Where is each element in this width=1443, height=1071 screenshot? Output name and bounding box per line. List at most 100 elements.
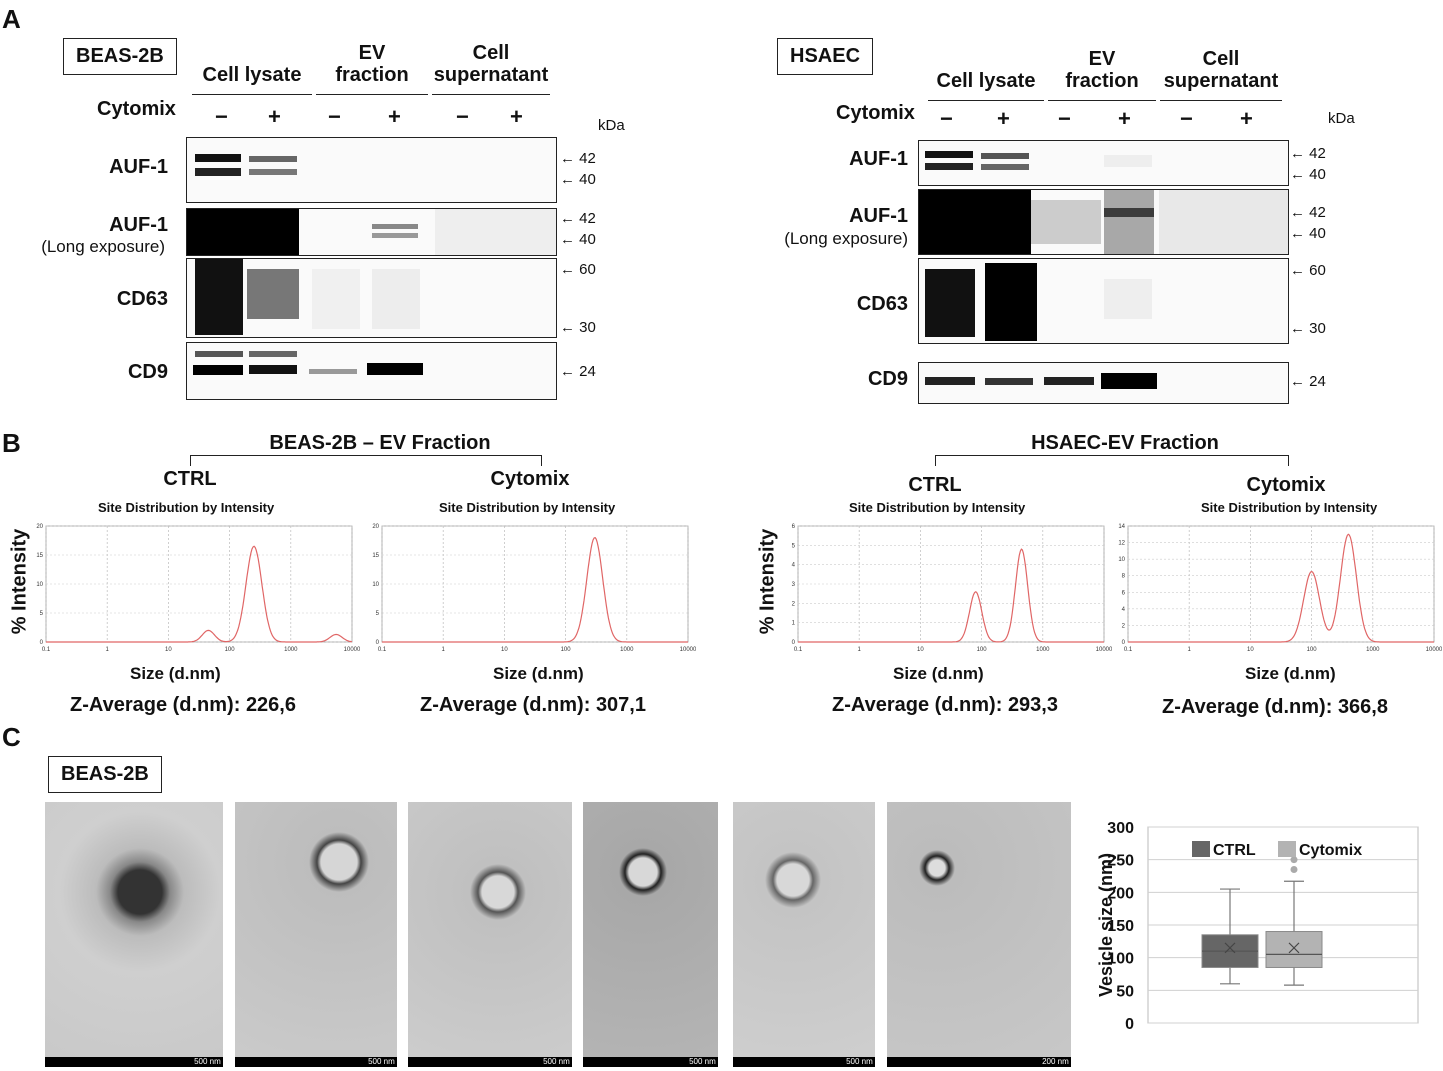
sign: + xyxy=(268,104,281,129)
x-tick-label: 0.1 xyxy=(378,647,387,653)
marker-label: ← 30 xyxy=(1290,320,1326,337)
marker-label: ← 42 xyxy=(1290,145,1326,162)
beas2b-label-c: BEAS-2B xyxy=(48,756,162,793)
y-tick-label: 4 xyxy=(1122,607,1126,613)
row-label: AUF-1 xyxy=(849,205,908,227)
y-tick-label: 0 xyxy=(792,640,796,646)
y-tick-label: 15 xyxy=(372,553,379,559)
x-tick-label: 0.1 xyxy=(794,647,803,653)
y-tick-label: 4 xyxy=(792,563,796,569)
em-image-6: 200 nm xyxy=(887,802,1071,1067)
panel-a-letter: A xyxy=(2,4,21,34)
panel-b-letter: B xyxy=(2,428,21,458)
z-average: Z-Average (d.nm): 226,6 xyxy=(70,694,296,716)
group-bracket-right xyxy=(935,455,1289,466)
y-tick-label: 6 xyxy=(792,524,796,530)
col-ev-fraction: EV fraction xyxy=(1048,48,1156,101)
x-tick-label: 100 xyxy=(977,647,988,653)
row-sublabel: (Long exposure) xyxy=(41,237,165,256)
z-average: Z-Average (d.nm): 366,8 xyxy=(1162,696,1388,718)
y-tick-label: 250 xyxy=(1107,853,1134,870)
y-tick-label: 8 xyxy=(1122,574,1126,580)
x-axis-label: Size (d.nm) xyxy=(493,664,584,683)
x-axis-label: Size (d.nm) xyxy=(130,664,221,683)
dls-plot-4: 0.1 1 10 100 1000 10000 0 2 4 6 8 10 12 14 xyxy=(1118,524,1442,653)
marker-label: ← 24 xyxy=(1290,373,1326,390)
sign: − xyxy=(940,106,953,131)
plot-subtitle: Site Distribution by Intensity xyxy=(1201,500,1378,515)
y-tick-label: 3 xyxy=(792,582,796,588)
blot-cd63 xyxy=(918,258,1289,344)
x-tick-label: 10000 xyxy=(1426,647,1442,653)
blot-cd9 xyxy=(918,362,1289,404)
x-tick-label: 1000 xyxy=(284,647,298,653)
legend-label: Cytomix xyxy=(1299,842,1362,859)
kda-label: kDa xyxy=(598,117,625,134)
y-tick-label: 0 xyxy=(40,640,44,646)
row-label: CD63 xyxy=(116,288,168,310)
hsaec-label: HSAEC xyxy=(777,38,874,75)
em-image-4: 500 nm xyxy=(583,802,718,1067)
plot-subtitle: Site Distribution by Intensity xyxy=(98,500,275,515)
scale-bar: 200 nm xyxy=(887,1057,1071,1067)
marker-label: ← 60 xyxy=(560,261,596,278)
x-tick-label: 1000 xyxy=(1036,647,1050,653)
x-tick-label: 10 xyxy=(917,647,924,653)
distribution-line xyxy=(798,548,1104,643)
dls-plot-3: 0.1 1 10 100 1000 10000 0 1 2 3 4 5 6 xyxy=(792,524,1112,653)
cytomix-label: Cytomix xyxy=(97,98,176,120)
marker-label: ← 40 xyxy=(560,231,596,248)
y-tick-label: 5 xyxy=(40,611,44,617)
x-tick-label: 1 xyxy=(106,647,110,653)
sign: + xyxy=(997,106,1010,131)
sign: + xyxy=(388,104,401,129)
row-label: CD63 xyxy=(856,293,908,315)
x-tick-label: 10 xyxy=(1247,647,1254,653)
mean-marker xyxy=(1288,942,1300,954)
y-tick-label: 10 xyxy=(36,582,43,588)
sign: + xyxy=(1240,106,1253,131)
x-tick-label: 0.1 xyxy=(42,647,51,653)
x-tick-label: 10 xyxy=(501,647,508,653)
x-tick-label: 1000 xyxy=(1366,647,1380,653)
distribution-line xyxy=(1128,533,1434,643)
scale-bar: 500 nm xyxy=(733,1057,875,1067)
distribution-line xyxy=(382,537,688,643)
x-tick-label: 100 xyxy=(225,647,236,653)
scale-bar: 500 nm xyxy=(235,1057,397,1067)
col-cell-supernatant: Cell supernatant xyxy=(432,42,550,95)
y-axis-label: % Intensity xyxy=(756,528,779,635)
x-tick-label: 10 xyxy=(165,647,172,653)
row-label: CD9 xyxy=(127,361,168,383)
x-tick-label: 100 xyxy=(561,647,572,653)
col-cell-lysate: Cell lysate xyxy=(928,70,1044,101)
y-tick-label: 5 xyxy=(792,543,796,549)
y-tick-label: 20 xyxy=(372,524,379,530)
x-tick-label: 10000 xyxy=(680,647,696,653)
em-image-2: 500 nm xyxy=(235,802,397,1067)
vesicle-size-boxplot: 0 50 100 150 200 250 300 Vesicle size (nm) CTRL C… xyxy=(1096,820,1419,1033)
plot-subtitle: Site Distribution by Intensity xyxy=(439,500,616,515)
y-tick-label: 20 xyxy=(36,524,43,530)
cytomix-label: Cytomix xyxy=(836,102,915,124)
scale-bar: 500 nm xyxy=(408,1057,572,1067)
mean-marker xyxy=(1224,942,1236,954)
outlier-point xyxy=(1290,856,1298,864)
marker-label: ← 40 xyxy=(1290,166,1326,183)
marker-label: ← 42 xyxy=(560,210,596,227)
x-tick-label: 10000 xyxy=(1096,647,1112,653)
y-tick-label: 14 xyxy=(1118,524,1125,530)
row-label: AUF-1 xyxy=(109,214,168,236)
panel-c-letter: C xyxy=(2,722,21,752)
x-axis-label: Size (d.nm) xyxy=(893,664,984,683)
em-image-1: 500 nm xyxy=(45,802,223,1067)
y-tick-label: 50 xyxy=(1116,983,1134,1000)
y-tick-label: 10 xyxy=(1118,557,1125,563)
group-bracket-left xyxy=(190,455,542,466)
x-tick-label: 1 xyxy=(1188,647,1192,653)
row-label: AUF-1 xyxy=(109,156,168,178)
scale-bar: 500 nm xyxy=(45,1057,223,1067)
marker-label: ← 40 xyxy=(1290,225,1326,242)
y-tick-label: 150 xyxy=(1107,918,1134,935)
sign: − xyxy=(456,104,469,129)
